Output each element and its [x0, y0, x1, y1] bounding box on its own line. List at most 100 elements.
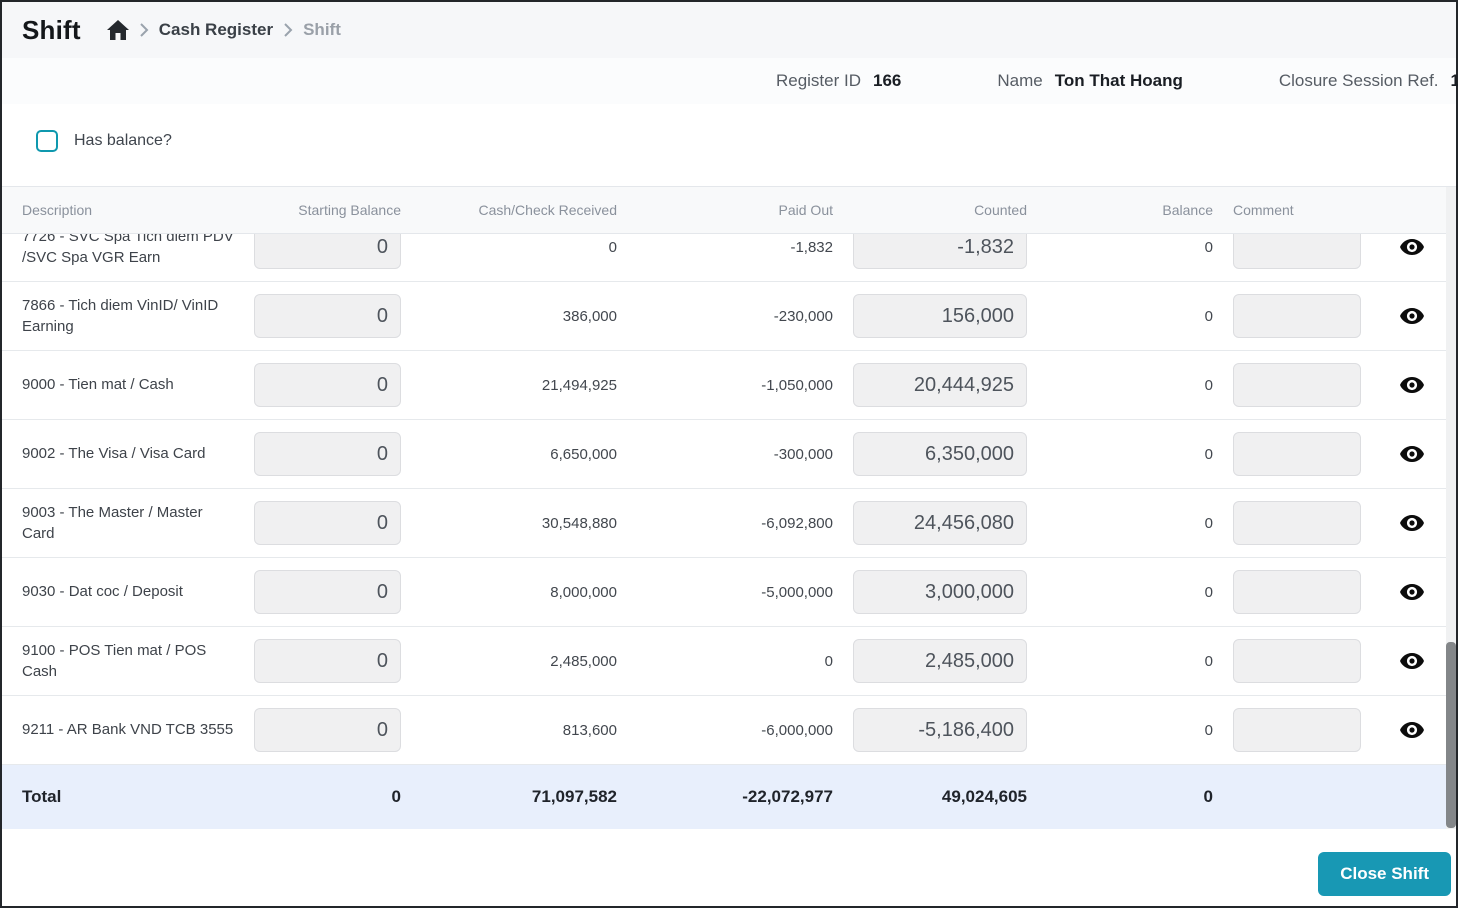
breadcrumb-cash-register[interactable]: Cash Register [158, 20, 274, 39]
table-body: 7726 - SVC Spa Tich diem PDV /SVC Spa VG… [2, 234, 1456, 765]
paid-out-value: -300,000 [773, 445, 833, 463]
col-counted: Counted [974, 202, 1027, 218]
row-description: 9100 - POS Tien mat / POS Cash [22, 641, 207, 680]
starting-balance-input[interactable] [254, 570, 401, 614]
table-row: 7726 - SVC Spa Tich diem PDV /SVC Spa VG… [2, 234, 1456, 282]
counted-input[interactable] [853, 501, 1027, 545]
comment-input[interactable] [1233, 639, 1361, 683]
balance-value: 0 [1204, 583, 1213, 601]
eye-icon[interactable] [1396, 304, 1428, 328]
name-label: Name [997, 71, 1043, 90]
row-description: 9000 - Tien mat / Cash [22, 376, 174, 394]
total-paid-out: -22,072,977 [742, 787, 833, 806]
starting-balance-input[interactable] [254, 294, 401, 338]
eye-icon[interactable] [1396, 649, 1428, 673]
register-id-group: Register ID 166 [776, 71, 901, 91]
table-header-row: Description Starting Balance Cash/Check … [2, 187, 1456, 234]
received-value: 386,000 [562, 307, 617, 325]
total-row: Total 0 71,097,582 -22,072,977 49,024,60… [2, 765, 1456, 829]
row-description: 9030 - Dat coc / Deposit [22, 583, 183, 601]
eye-icon[interactable] [1396, 373, 1428, 397]
eye-icon[interactable] [1396, 718, 1428, 742]
eye-icon[interactable] [1396, 235, 1428, 259]
received-value: 30,548,880 [541, 514, 617, 532]
counted-input[interactable] [853, 639, 1027, 683]
vertical-scrollbar[interactable] [1446, 187, 1456, 829]
row-description: 9002 - The Visa / Visa Card [22, 445, 206, 463]
balance-value: 0 [1204, 376, 1213, 394]
paid-out-value: 0 [824, 652, 833, 670]
table-row: 9100 - POS Tien mat / POS Cash 2,485,000… [2, 627, 1456, 696]
counted-input[interactable] [853, 570, 1027, 614]
total-label: Total [22, 787, 62, 806]
table-row: 9002 - The Visa / Visa Card 6,650,000 -3… [2, 420, 1456, 489]
has-balance-checkbox[interactable] [36, 130, 58, 152]
received-value: 0 [608, 238, 617, 256]
total-starting-balance: 0 [391, 787, 401, 806]
eye-icon[interactable] [1396, 442, 1428, 466]
comment-input[interactable] [1233, 234, 1361, 269]
paid-out-value: -6,092,800 [761, 514, 833, 532]
register-info-row: Register ID 166 Name Ton That Hoang Clos… [2, 58, 1458, 104]
received-value: 6,650,000 [550, 445, 617, 463]
starting-balance-input[interactable] [254, 234, 401, 269]
paid-out-value: -5,000,000 [761, 583, 833, 601]
has-balance-label: Has balance? [74, 132, 172, 149]
col-starting-balance: Starting Balance [298, 202, 401, 218]
paid-out-value: -230,000 [773, 307, 833, 325]
filter-row: Has balance? [2, 104, 1456, 186]
shift-table: Description Starting Balance Cash/Check … [2, 186, 1456, 829]
counted-input[interactable] [853, 708, 1027, 752]
comment-input[interactable] [1233, 432, 1361, 476]
closure-session-label: Closure Session Ref. [1278, 71, 1439, 90]
close-shift-button[interactable]: Close Shift [1318, 852, 1451, 896]
counted-input[interactable] [853, 234, 1027, 269]
comment-input[interactable] [1233, 501, 1361, 545]
page-title: Shift [22, 14, 81, 45]
counted-input[interactable] [853, 363, 1027, 407]
eye-icon[interactable] [1396, 580, 1428, 604]
chevron-right-icon [139, 23, 149, 37]
home-icon[interactable] [106, 20, 129, 40]
register-id-label: Register ID [775, 71, 861, 90]
starting-balance-input[interactable] [254, 501, 401, 545]
counted-input[interactable] [853, 432, 1027, 476]
received-value: 21,494,925 [541, 376, 617, 394]
name-value: Ton That Hoang [1054, 71, 1183, 90]
closure-session-group: Closure Session Ref. 1 [1279, 71, 1458, 91]
balance-value: 0 [1204, 721, 1213, 739]
topbar: Shift Cash Register Shift [2, 2, 1456, 58]
comment-input[interactable] [1233, 294, 1361, 338]
col-paid-out: Paid Out [778, 202, 833, 218]
received-value: 8,000,000 [550, 583, 617, 601]
starting-balance-input[interactable] [254, 432, 401, 476]
starting-balance-input[interactable] [254, 363, 401, 407]
received-value: 813,600 [562, 721, 617, 739]
paid-out-value: -1,050,000 [761, 376, 833, 394]
balance-value: 0 [1204, 307, 1213, 325]
total-balance: 0 [1203, 787, 1213, 806]
eye-icon[interactable] [1396, 511, 1428, 535]
footer: Close Shift [2, 829, 1456, 906]
comment-input[interactable] [1233, 570, 1361, 614]
counted-input[interactable] [853, 294, 1027, 338]
col-received: Cash/Check Received [478, 202, 617, 218]
register-id-value: 166 [873, 71, 902, 90]
comment-input[interactable] [1233, 708, 1361, 752]
starting-balance-input[interactable] [254, 639, 401, 683]
row-description: 7866 - Tich diem VinID/ VinID Earning [22, 296, 219, 335]
comment-input[interactable] [1233, 363, 1361, 407]
balance-value: 0 [1204, 238, 1213, 256]
col-balance: Balance [1162, 202, 1213, 218]
table-row: 9000 - Tien mat / Cash 21,494,925 -1,050… [2, 351, 1456, 420]
col-description: Description [22, 202, 93, 218]
paid-out-value: -6,000,000 [761, 721, 833, 739]
row-description: 9211 - AR Bank VND TCB 3555 [22, 721, 234, 739]
starting-balance-input[interactable] [254, 708, 401, 752]
col-comment: Comment [1233, 202, 1294, 218]
paid-out-value: -1,832 [790, 238, 833, 256]
scrollbar-thumb[interactable] [1446, 642, 1456, 828]
table-row: 9211 - AR Bank VND TCB 3555 813,600 -6,0… [2, 696, 1456, 765]
table-row: 9003 - The Master / Master Card 30,548,8… [2, 489, 1456, 558]
